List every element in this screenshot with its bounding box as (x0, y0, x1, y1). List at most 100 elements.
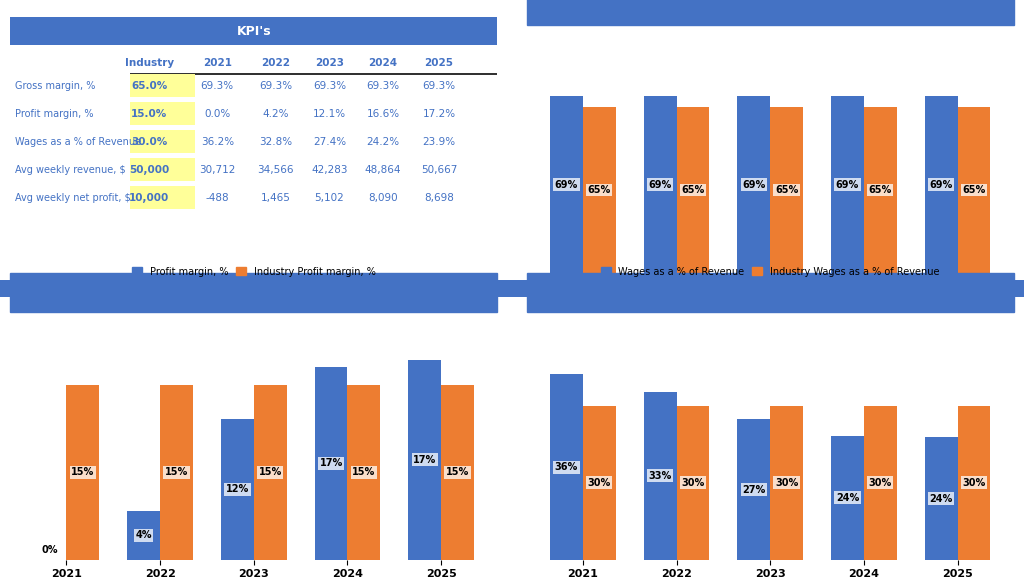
Text: 15.0%: 15.0% (131, 109, 167, 119)
Text: 69.3%: 69.3% (201, 81, 233, 91)
Text: Avg weekly net profit, $: Avg weekly net profit, $ (15, 193, 131, 203)
Bar (770, 107, 803, 273)
Text: 33%: 33% (648, 471, 672, 481)
Text: Wages as a % of Revenue: Wages as a % of Revenue (15, 137, 141, 147)
Text: 69.3%: 69.3% (367, 81, 399, 91)
Text: 65%: 65% (775, 185, 798, 195)
Legend: Wages as a % of Revenue, Industry Wages as a % of Revenue: Wages as a % of Revenue, Industry Wages … (597, 263, 943, 280)
Bar (677, 107, 710, 273)
Bar (737, 96, 770, 273)
Bar (864, 107, 897, 273)
Legend: Profit margin, %, Industry Profit margin, %: Profit margin, %, Industry Profit margin… (128, 263, 379, 280)
Bar (130, 74, 196, 96)
Bar (127, 511, 160, 560)
Text: 2022: 2022 (261, 58, 290, 68)
Bar (770, 406, 803, 560)
Text: 8,698: 8,698 (424, 193, 454, 203)
Text: 15%: 15% (72, 467, 94, 478)
Text: 4%: 4% (135, 530, 152, 540)
Bar (831, 436, 864, 560)
Text: 2024: 2024 (369, 58, 397, 68)
Bar (10, 17, 498, 46)
Bar (831, 96, 864, 273)
Text: 2023: 2023 (314, 58, 344, 68)
Text: 30%: 30% (775, 478, 798, 488)
Bar (160, 385, 193, 560)
Text: 65%: 65% (681, 185, 705, 195)
Text: 34,566: 34,566 (257, 165, 294, 175)
Text: 5,102: 5,102 (314, 193, 344, 203)
Bar (925, 437, 957, 560)
Text: 69.3%: 69.3% (312, 81, 346, 91)
Text: 15%: 15% (352, 467, 376, 478)
Text: 69%: 69% (742, 179, 765, 189)
Text: 48,864: 48,864 (365, 165, 401, 175)
Bar (864, 406, 897, 560)
Text: 4.2%: 4.2% (262, 109, 289, 119)
Text: 65%: 65% (588, 185, 611, 195)
Text: 0.0%: 0.0% (204, 109, 230, 119)
Bar (130, 186, 196, 209)
Text: 30%: 30% (681, 478, 705, 488)
Bar (957, 406, 990, 560)
Text: 15%: 15% (259, 467, 282, 478)
Bar (130, 102, 196, 125)
Bar (644, 96, 677, 273)
Text: KPI's: KPI's (237, 25, 271, 38)
Text: 24%: 24% (930, 493, 952, 504)
Text: 65%: 65% (868, 185, 892, 195)
Bar (130, 73, 498, 75)
Text: 27%: 27% (742, 485, 765, 494)
Text: 69%: 69% (836, 179, 859, 189)
Text: 17%: 17% (319, 458, 343, 468)
Text: Profit margin, %: Profit margin, % (15, 109, 93, 119)
Bar (67, 385, 99, 560)
Text: 1,465: 1,465 (261, 193, 291, 203)
Text: 27.4%: 27.4% (312, 137, 346, 147)
Text: 30%: 30% (588, 478, 611, 488)
Bar (221, 419, 254, 560)
Bar (130, 130, 196, 153)
Text: 30%: 30% (963, 478, 985, 488)
Text: 30%: 30% (868, 478, 892, 488)
Text: 36%: 36% (555, 462, 579, 472)
Bar (644, 392, 677, 560)
Text: 69%: 69% (555, 179, 579, 189)
Bar (314, 366, 347, 560)
Text: 65%: 65% (963, 185, 985, 195)
Text: 24.2%: 24.2% (367, 137, 399, 147)
Bar (130, 158, 196, 181)
Text: 42,283: 42,283 (311, 165, 347, 175)
Bar (550, 374, 583, 560)
Bar (957, 107, 990, 273)
Text: Gross margin, %: Gross margin, % (15, 81, 95, 91)
Text: 36.2%: 36.2% (201, 137, 233, 147)
Text: 17%: 17% (413, 455, 436, 464)
Text: -488: -488 (206, 193, 229, 203)
Text: 30,712: 30,712 (199, 165, 236, 175)
Text: 69.3%: 69.3% (259, 81, 292, 91)
Bar (409, 359, 441, 560)
Bar (677, 406, 710, 560)
Bar (550, 96, 583, 273)
Text: 50,000: 50,000 (129, 165, 169, 175)
Text: 32.8%: 32.8% (259, 137, 292, 147)
Text: 12.1%: 12.1% (312, 109, 346, 119)
Text: 69%: 69% (648, 179, 672, 189)
Text: 0%: 0% (42, 545, 58, 554)
Text: 23.9%: 23.9% (422, 137, 456, 147)
Text: 17.2%: 17.2% (422, 109, 456, 119)
Text: 12%: 12% (226, 484, 249, 494)
Bar (526, 0, 1014, 25)
Text: 8,090: 8,090 (368, 193, 397, 203)
Bar (254, 385, 287, 560)
Bar (347, 385, 380, 560)
Bar (441, 385, 474, 560)
Text: Industry: Industry (125, 58, 174, 68)
Bar (526, 273, 1014, 312)
Bar (737, 419, 770, 560)
Bar (583, 406, 615, 560)
Text: 16.6%: 16.6% (367, 109, 399, 119)
Text: 2025: 2025 (424, 58, 454, 68)
Text: 24%: 24% (836, 493, 859, 503)
